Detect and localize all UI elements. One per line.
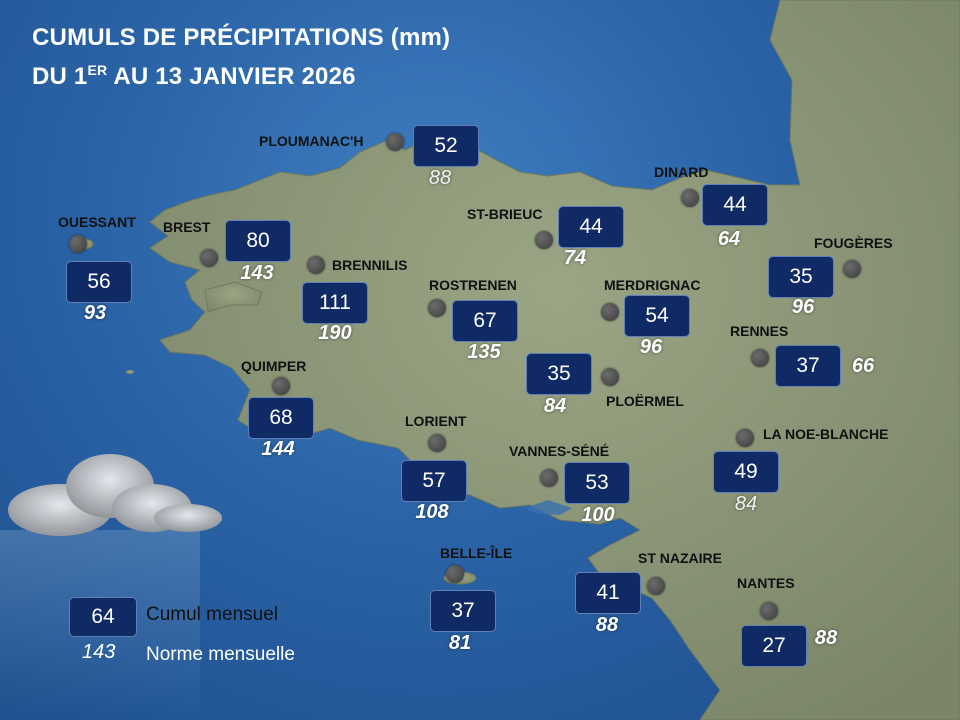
cumul-box: 52 xyxy=(413,125,479,167)
station-marker-icon xyxy=(535,231,553,249)
station-name: RENNES xyxy=(730,323,789,339)
station-name: DINARD xyxy=(654,164,709,180)
norme-value: 88 xyxy=(595,614,619,636)
norme-value: 190 xyxy=(318,322,352,344)
crozon-peninsula xyxy=(204,281,263,313)
station-name: OUESSANT xyxy=(58,214,136,230)
station-name: MERDRIGNAC xyxy=(604,277,701,293)
norme-value: 93 xyxy=(83,302,107,324)
station-marker-icon xyxy=(540,469,558,487)
station-marker-icon xyxy=(200,249,218,267)
cumul-box: 68 xyxy=(248,397,314,439)
station-name: BELLE-ÎLE xyxy=(440,545,513,561)
norme-value: 144 xyxy=(261,438,295,460)
station-name: LA NOE-BLANCHE xyxy=(763,426,889,442)
cumul-box: 57 xyxy=(401,460,467,502)
cumul-box: 80 xyxy=(225,220,291,262)
norme-value: 88 xyxy=(428,167,452,189)
norme-value: 84 xyxy=(734,493,758,515)
station-name: ST NAZAIRE xyxy=(638,550,722,566)
station-name: PLOUMANAC'H xyxy=(259,133,364,149)
legend-cumul-label: Cumul mensuel xyxy=(146,604,278,625)
legend-norme-value: 143 xyxy=(82,641,116,663)
sein-island xyxy=(126,370,134,374)
cumul-box: 54 xyxy=(624,295,690,337)
cumul-box: 27 xyxy=(741,625,807,667)
legend-norme-label: Norme mensuelle xyxy=(146,644,295,665)
station-marker-icon xyxy=(428,434,446,452)
station-name: FOUGÈRES xyxy=(814,235,893,251)
cumul-box: 56 xyxy=(66,261,132,303)
norme-value: 81 xyxy=(448,632,472,654)
cumul-box: 49 xyxy=(713,451,779,493)
station-marker-icon xyxy=(760,602,778,620)
norme-value: 96 xyxy=(639,336,663,358)
station-marker-icon xyxy=(446,565,464,583)
norme-value: 108 xyxy=(415,501,449,523)
cumul-box: 35 xyxy=(526,353,592,395)
norme-value: 88 xyxy=(814,627,838,649)
legend-cumul-box: 64 xyxy=(69,597,137,637)
station-name: QUIMPER xyxy=(241,358,307,374)
cumul-box: 67 xyxy=(452,300,518,342)
cumul-box: 111 xyxy=(302,282,368,324)
norme-value: 74 xyxy=(563,247,587,269)
cumul-box: 41 xyxy=(575,572,641,614)
norme-value: 64 xyxy=(717,228,741,250)
station-name: BREST xyxy=(163,219,211,235)
norme-value: 96 xyxy=(791,296,815,318)
norme-value: 143 xyxy=(240,262,274,284)
cumul-box: 37 xyxy=(430,590,496,632)
station-marker-icon xyxy=(386,133,404,151)
station-name: ST-BRIEUC xyxy=(467,206,543,222)
station-marker-icon xyxy=(647,577,665,595)
title-line-1: CUMULS DE PRÉCIPITATIONS (mm) xyxy=(32,24,451,51)
station-marker-icon xyxy=(751,349,769,367)
station-marker-icon xyxy=(843,260,861,278)
cumul-box: 44 xyxy=(702,184,768,226)
station-marker-icon xyxy=(736,429,754,447)
station-name: PLOËRMEL xyxy=(606,393,684,409)
station-marker-icon xyxy=(307,256,325,274)
station-name: ROSTRENEN xyxy=(429,277,517,293)
cloud-icon xyxy=(8,454,222,536)
norme-value: 100 xyxy=(581,504,615,526)
cumul-box: 53 xyxy=(564,462,630,504)
station-marker-icon xyxy=(601,303,619,321)
station-marker-icon xyxy=(681,189,699,207)
station-marker-icon xyxy=(428,299,446,317)
norme-value: 84 xyxy=(543,395,567,417)
cumul-box: 44 xyxy=(558,206,624,248)
station-marker-icon xyxy=(272,377,290,395)
title-line-2: DU 1ER AU 13 JANVIER 2026 xyxy=(32,62,356,90)
station-name: BRENNILIS xyxy=(332,257,408,273)
cumul-box: 35 xyxy=(768,256,834,298)
norme-value: 135 xyxy=(467,341,501,363)
gulf-of-morbihan xyxy=(525,500,572,515)
station-name: LORIENT xyxy=(405,413,467,429)
cumul-box: 37 xyxy=(775,345,841,387)
station-name: NANTES xyxy=(737,575,795,591)
station-marker-icon xyxy=(601,368,619,386)
norme-value: 66 xyxy=(851,355,875,377)
station-name: VANNES-SÉNÉ xyxy=(509,443,610,459)
station-marker-icon xyxy=(69,235,87,253)
